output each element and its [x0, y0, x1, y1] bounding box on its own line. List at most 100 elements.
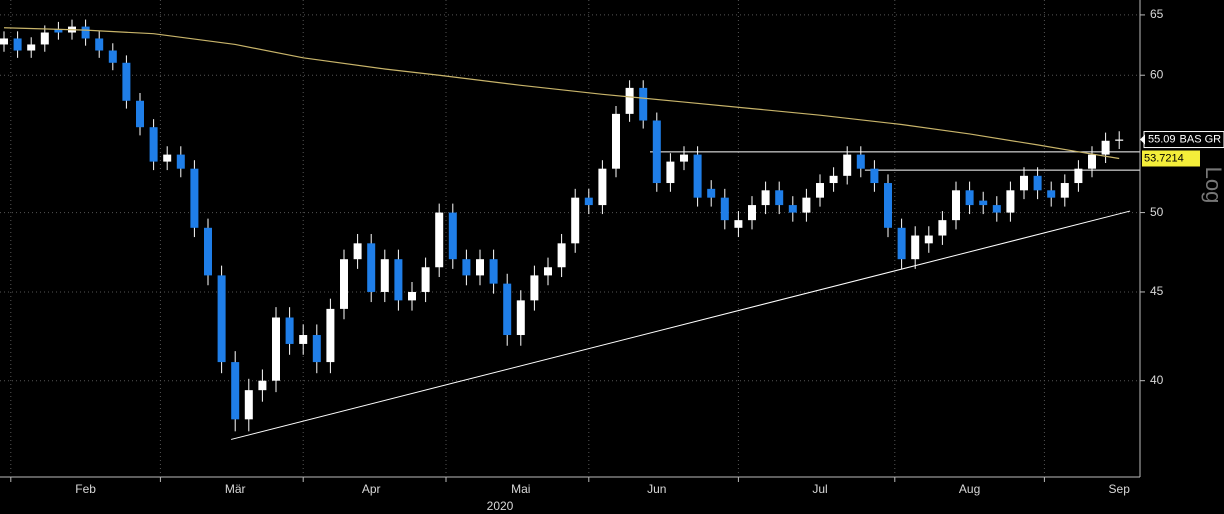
candle-body [136, 100, 144, 128]
candle-body [272, 317, 280, 381]
candle-body [340, 259, 348, 309]
x-tick-label: Mär [225, 482, 246, 496]
candle-body [612, 113, 620, 169]
reference-line [230, 210, 1131, 440]
x-tick-label: Jun [647, 482, 666, 496]
candle-body [1006, 190, 1015, 213]
candle-body [516, 300, 525, 336]
candle-body [1020, 175, 1028, 191]
x-tick-label: Feb [75, 482, 96, 496]
ma-label: 53.7214 [1144, 152, 1184, 164]
candle-body [897, 227, 906, 260]
candle-body [244, 390, 253, 420]
x-tick-label: Mai [511, 482, 530, 496]
x-tick-label: Aug [959, 482, 980, 496]
candle-body [952, 190, 960, 221]
candle-body [530, 275, 539, 301]
candle-body [13, 38, 22, 51]
y-tick-label: 45 [1150, 284, 1164, 298]
candle-body [734, 220, 743, 228]
x-tick-label: Jul [812, 482, 827, 496]
candle-body [639, 87, 648, 121]
candle-body [489, 259, 498, 284]
candle-body [27, 44, 36, 51]
candle-body [680, 154, 688, 162]
candle-body [1033, 175, 1042, 191]
candle-body [856, 154, 865, 169]
y-tick-label: 60 [1150, 67, 1164, 81]
price-pointer [1140, 134, 1145, 145]
candle-body [122, 62, 131, 101]
candle-body [231, 362, 240, 420]
candle-body [938, 220, 947, 236]
candle-body [544, 267, 552, 276]
candle-body [326, 308, 335, 363]
candle-body [788, 205, 797, 213]
y-tick-label: 50 [1150, 205, 1164, 219]
candle-body [435, 212, 444, 268]
candle-body [462, 259, 471, 276]
scale-label: Log [1201, 167, 1224, 204]
candle-body [924, 235, 933, 244]
candle-body [911, 235, 920, 260]
candle-body [312, 335, 321, 363]
candle-body [1088, 154, 1096, 169]
candle-body [258, 380, 267, 391]
candle-body [557, 243, 566, 268]
candle-body [1047, 190, 1056, 198]
candle-body [81, 26, 90, 39]
candle-body [720, 197, 729, 221]
candle-body [884, 183, 892, 228]
candle-body [176, 154, 185, 169]
candle-body [571, 197, 580, 244]
candle-body [748, 205, 756, 221]
candle-body [285, 317, 294, 344]
candle-body [775, 190, 784, 206]
candle-body [190, 168, 199, 228]
candle-body [40, 32, 49, 45]
candle-body [217, 275, 226, 363]
candle-body [652, 120, 661, 184]
candle-body [1115, 139, 1124, 141]
candle-body [625, 87, 634, 114]
candle-body [367, 243, 376, 292]
candle-body [353, 243, 362, 260]
candle-body [965, 190, 974, 206]
moving-average [3, 27, 1120, 160]
year-label: 2020 [487, 499, 514, 513]
candle-body [380, 259, 389, 292]
x-tick-label: Apr [362, 482, 381, 496]
candle-body [979, 200, 988, 206]
y-tick-label: 65 [1150, 7, 1164, 21]
candle-body [394, 259, 403, 301]
candle-body [1101, 140, 1110, 155]
candle-body [503, 283, 512, 336]
candle-body [448, 212, 457, 260]
candle-body [408, 291, 416, 301]
candle-body [761, 190, 770, 206]
candle-body [149, 127, 158, 162]
last-price: 55.09 [1148, 133, 1176, 145]
candle-body [299, 335, 308, 344]
candle-body [204, 227, 212, 276]
candle-body [816, 183, 824, 198]
candle-body [1060, 183, 1069, 198]
price-label: 55.09 BAS GR [1148, 133, 1221, 145]
candle-body [802, 197, 811, 213]
candle-body [476, 259, 484, 276]
candle-body [693, 154, 702, 198]
candle-body [992, 205, 1001, 213]
candle-body [584, 197, 593, 206]
candle-body [54, 28, 63, 33]
candle-body [421, 267, 430, 292]
candle-body [0, 38, 8, 45]
candle-body [95, 38, 104, 51]
ma-label-box [1142, 150, 1200, 167]
candle-body [598, 168, 607, 206]
candle-body [870, 168, 879, 184]
candle-body [108, 50, 117, 63]
y-tick-label: 40 [1150, 373, 1164, 387]
